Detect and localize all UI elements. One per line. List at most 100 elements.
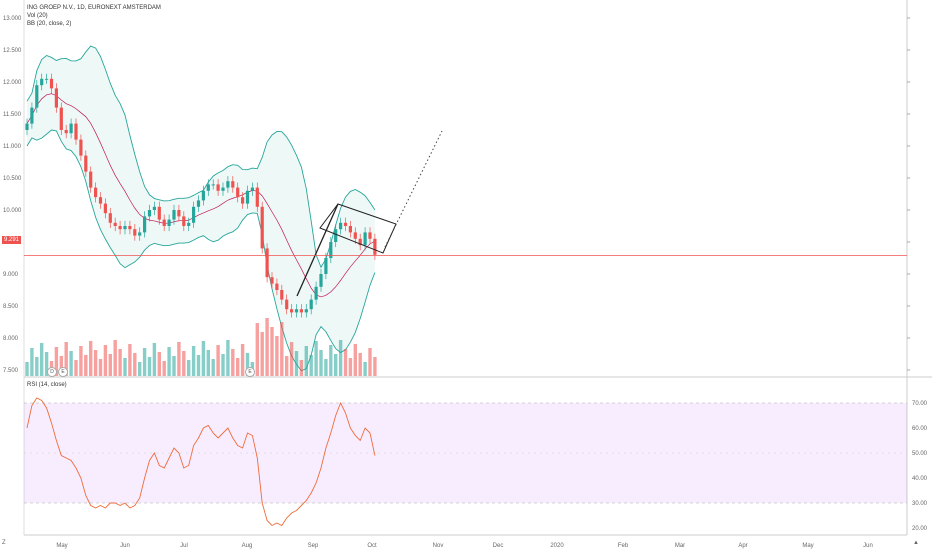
candle-body [98,197,103,204]
price-tick-label: 13.000 [3,16,22,22]
candle-body [309,299,313,310]
rsi-tick-label: 60.00 [912,426,928,432]
price-tick-label: 10.000 [3,208,22,214]
volume-bar [226,340,230,376]
volume-bar [187,360,191,376]
volume-bar [280,322,284,376]
dividend-marker[interactable]: D [47,367,57,377]
candle-body [108,213,112,223]
candle-body [216,184,220,191]
candle-body [250,187,254,191]
volume-bar [172,356,176,376]
price-tick-label: 10.500 [3,176,22,182]
candle-body [241,197,245,204]
time-tick-label: Sep [308,543,319,549]
volume-bar [44,352,49,376]
candle-body [54,88,58,108]
volume-bar [25,362,29,376]
candle-body [157,206,161,220]
time-tick-label: Feb [618,543,629,549]
last-price-tag: 9.291 [2,236,22,244]
zoom-toggle[interactable]: Z [2,540,6,546]
candle-body [177,210,181,217]
price-tick-label: 8.000 [3,336,19,342]
symbol-title: ING GROEP N.V., 1D, EURONEXT AMSTERDAM [27,5,161,11]
volume-bar [348,358,353,376]
volume-bar [152,343,157,376]
candle-body [206,184,210,191]
volume-bar [240,344,245,376]
time-tick-label: Nov [433,543,444,549]
volume-bar [93,350,98,376]
price-tick-label: 7.500 [3,368,19,374]
candle-body [255,187,259,207]
volume-bar [123,358,127,376]
candle-body [319,274,323,287]
candle-body [353,232,357,239]
bb-legend: BB (20, close, 2) [27,21,72,27]
volume-bar [118,349,122,376]
volume-bar [324,359,328,376]
volume-bar [245,353,250,376]
candle-body [74,123,78,140]
volume-bar [79,346,83,376]
candle-body [94,187,98,198]
earnings-marker[interactable]: E [245,367,255,377]
rsi-legend: RSI (14, close) [27,382,67,388]
price-tick-label: 8.500 [3,304,19,310]
candle-body [231,181,235,188]
candle-body [40,78,44,86]
candle-body [143,216,147,233]
bb-fill [27,46,375,371]
volume-bar [35,357,39,376]
volume-bar [147,357,152,376]
volume-bar [314,341,318,376]
earnings-marker[interactable]: E [58,367,68,377]
projection-line [384,130,443,248]
volume-bar [353,344,357,376]
volume-bar [54,347,59,376]
candle-body [162,219,166,226]
candle-body [64,130,68,134]
candle-body [368,232,372,239]
rsi-line [26,397,376,527]
candle-body [187,222,191,226]
volume-bar [196,355,201,376]
candle-body [363,232,367,246]
volume-bar [162,361,166,376]
rsi-tick-label: 70.00 [912,401,928,407]
flag-pole [296,203,339,297]
volume-bar [255,323,259,376]
candle-body [290,309,294,313]
candle-body [324,258,328,274]
volume-bar [343,349,348,376]
bollinger-bands [26,45,376,372]
volume-bar [275,336,279,376]
candle-body [49,78,54,89]
volume-bar [69,351,73,376]
candle-body [35,85,39,108]
candle-body [265,248,269,278]
vol-legend: Vol (20) [27,13,48,19]
price-tick-label: 12.500 [3,48,22,54]
candle-body [334,229,338,242]
candle-body [358,238,362,246]
volume-bar [265,318,269,376]
candle-body [192,206,196,223]
price-tick-label: 12.000 [3,80,22,86]
candle-body [343,222,348,226]
flag-channel [319,203,397,254]
time-axis: May Jun Jul Aug Sep Oct Nov Dec 2020 Feb Mar Apr May… [56,543,873,549]
volume-bar [84,355,88,376]
candle-body [236,187,240,198]
candle-body [123,226,127,230]
volume-bar [177,342,181,376]
volume-bar [98,359,103,376]
candle-body [211,184,215,186]
candle-body [25,123,29,130]
scroll-up-icon[interactable]: ▲ [913,540,919,546]
drawings [296,130,443,297]
candle-body [118,226,122,230]
candle-body [182,216,186,226]
